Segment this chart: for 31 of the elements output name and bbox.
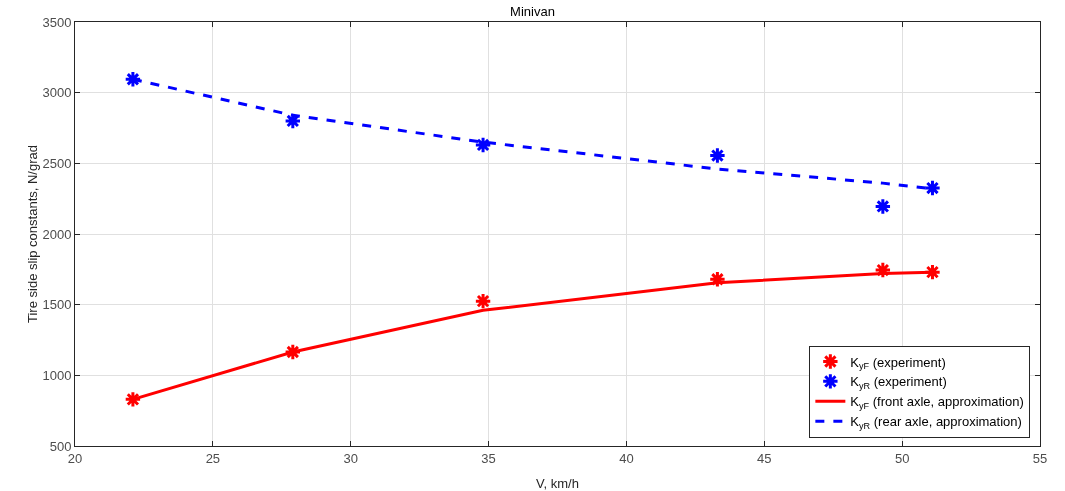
y-tick-label: 1500 [42, 297, 72, 313]
point [284, 112, 302, 130]
point [474, 136, 492, 154]
point [284, 343, 302, 361]
point [124, 390, 142, 409]
y-axis-title: Tire side slip constants, N/grad [25, 145, 41, 323]
x-tick-label: 30 [343, 450, 358, 466]
legend-label: K$_{yF}$ (experiment) [850, 354, 946, 372]
point [874, 197, 892, 216]
y-tick-label: 3500 [42, 14, 72, 30]
y-tick-label: 3000 [42, 85, 72, 101]
x-axis-title: V, km/h [536, 476, 579, 491]
y-tick-label: 2500 [42, 155, 72, 171]
point [708, 146, 727, 165]
y-tick-label: 2000 [42, 226, 72, 242]
legend-label: K$_{yR}$ (experiment) [850, 374, 947, 392]
x-tick-label: 55 [1032, 450, 1048, 466]
x-tick-label: 25 [205, 450, 221, 466]
point [874, 261, 892, 279]
x-tick-label: 50 [894, 450, 910, 466]
x-tick-label: 45 [757, 450, 772, 466]
legend-label: K$_{yF}$ (front axle, approximation) [850, 394, 1024, 412]
point [124, 70, 142, 88]
x-tick-label: 40 [619, 450, 634, 466]
point [923, 179, 942, 197]
x-tick-label: 35 [481, 450, 496, 466]
point [708, 270, 727, 288]
legend-label: K$_{yR}$ (rear axle, approximation) [850, 414, 1022, 431]
point [474, 292, 492, 310]
chart-title: Minivan [510, 4, 555, 20]
y-tick-label: 1000 [42, 367, 72, 383]
